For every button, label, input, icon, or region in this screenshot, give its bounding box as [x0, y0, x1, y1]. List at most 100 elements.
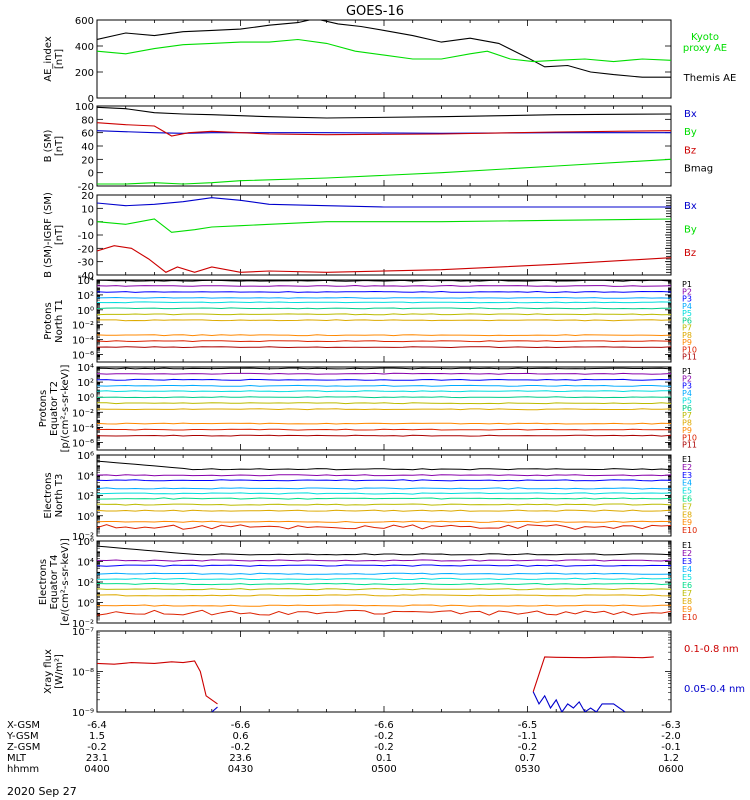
y-axis-label-line: AE_index [43, 36, 54, 82]
panel-frame [96, 105, 672, 187]
legend-entry: E1 [682, 455, 692, 464]
y-tick-label: 10⁰ [77, 393, 94, 404]
legend-entry: Kyoto proxy AE [683, 32, 727, 54]
series-line-p7 [97, 313, 671, 316]
legend-entry: P7 [682, 411, 692, 420]
ephemeris-value: -0.2 [87, 742, 107, 753]
series-line-e1 [97, 460, 671, 471]
y-tick-label: 10⁻² [72, 619, 94, 630]
legend-line: proxy AE [683, 43, 727, 54]
y-tick-label: 10² [77, 291, 94, 302]
series-line-0-05-0-4-nm [532, 691, 626, 712]
y-axis-label: B (SM)[nT] [43, 129, 65, 162]
legend-entry: P10 [682, 345, 697, 354]
ephemeris-value: 23.1 [86, 753, 108, 764]
series-line-p10 [97, 340, 671, 343]
ephemeris-row-label: MLT [7, 753, 27, 764]
ephemeris-row-label: Z-GSM [7, 742, 40, 753]
series-group [97, 656, 654, 712]
y-tick-label: 0 [88, 218, 94, 229]
legend-entry: P2 [682, 287, 692, 296]
legend-entry: P1 [682, 367, 692, 376]
series-line-e9 [97, 604, 671, 607]
y-axis-label-line: Equator T2 [49, 381, 60, 436]
legend-entry: E7 [682, 502, 692, 511]
ephemeris-value: -0.2 [374, 731, 394, 742]
y-tick-label: 10² [77, 578, 94, 589]
legend-entry: P4 [682, 302, 692, 311]
series-line-0-1-0-8-nm [532, 656, 654, 692]
series-line-by [97, 218, 671, 233]
series-line-p2 [97, 372, 671, 375]
legend-entry: P8 [682, 331, 692, 340]
series-line-e3 [97, 479, 671, 482]
y-axis-label-line: [p/(cm²-s-sr-keV)] [60, 365, 71, 453]
panel-2: -40 -30 -20 -10 0 10 20 B (SM)-IGRF (SM)[nT] Bx B… [43, 191, 697, 282]
y-tick-label: 10⁶ [77, 451, 94, 462]
y-tick-label: 10⁻² [72, 532, 94, 543]
legend-entry: E8 [682, 597, 692, 606]
ephemeris-value: 0400 [84, 764, 109, 775]
series-line-e5 [97, 577, 671, 581]
panel-frame [96, 630, 672, 713]
legend-entry: By [684, 127, 697, 138]
y-axis-label-line: North T3 [54, 474, 65, 518]
series-line-e7 [97, 588, 671, 591]
panel-1: -20 0 20 40 60 80 100 B (SM)[nT] Bx By Bz Bmag [43, 102, 713, 193]
ephemeris-value: -0.2 [231, 742, 251, 753]
series-group [97, 460, 671, 530]
series-group [97, 280, 671, 349]
y-tick-label: 10⁻⁴ [72, 423, 94, 434]
legend-entry: E3 [682, 471, 692, 480]
legend-entry: P5 [682, 396, 692, 405]
ephemeris-value: -6.4 [87, 720, 107, 731]
legend-entry: 0.05-0.4 nm [684, 684, 745, 695]
series-line-p1 [97, 367, 671, 370]
series-line-kyoto-proxy-ae [97, 38, 671, 63]
series-line-p6 [97, 307, 671, 310]
y-tick-label: 100 [75, 102, 94, 113]
legend-entry: P2 [682, 374, 692, 383]
panel-3: 10⁴ 10² 10⁰ 10⁻² 10⁻⁴ 10⁻⁶ ProtonsNorth T1 P1P2… [43, 276, 697, 363]
y-axis-label-line: B (SM)-IGRF (SM) [43, 192, 54, 278]
series-line-e4 [97, 487, 671, 490]
series-line-p2 [97, 284, 671, 287]
ephemeris-value: 0.7 [520, 753, 536, 764]
y-axis-label-line: [W/m²] [54, 654, 65, 689]
y-tick-label: 10⁴ [77, 363, 94, 374]
series-line-p7 [97, 402, 671, 405]
series-line-e6 [97, 582, 671, 586]
y-tick-label: 80 [81, 115, 94, 126]
series-line-e6 [97, 497, 671, 500]
y-tick-label: -10 [78, 231, 94, 242]
legend-entry: P6 [682, 404, 692, 413]
legend-entry: Bz [684, 145, 696, 156]
series-line-e10 [97, 524, 671, 530]
y-tick-label: 10 [81, 204, 94, 215]
series-line-e1 [97, 545, 671, 556]
y-axis-label-line: Electrons [43, 472, 54, 518]
ephemeris-value: -2.0 [661, 731, 681, 742]
y-tick-label: -40 [78, 271, 94, 282]
legend-entry: P4 [682, 389, 692, 398]
y-axis-label-line: [nT] [54, 225, 65, 245]
series-line-p3 [97, 378, 671, 381]
y-axis-label: Xray flux[W/m²] [43, 649, 65, 694]
y-tick-label: 10² [77, 378, 94, 389]
y-tick-label: 200 [75, 68, 94, 79]
y-axis-label: ProtonsNorth T1 [43, 299, 65, 343]
chart-title: GOES-16 [346, 4, 404, 19]
y-axis-label: ProtonsEquator T2[p/(cm²-s-sr-keV)] [38, 365, 71, 453]
y-tick-label: 10² [77, 492, 94, 503]
ephemeris-row-label: hhmm [7, 764, 39, 775]
y-axis-label-line: Equator T4 [49, 555, 60, 610]
legend-entry: Bx [684, 201, 697, 212]
legend-entry: P8 [682, 419, 692, 428]
series-line-by [97, 158, 671, 185]
y-tick-label: 10⁶ [77, 537, 94, 548]
series-line-bz [97, 122, 671, 137]
y-axis-label: ElectronsEquator T4[e/(cm²-s-sr-keV)] [38, 538, 71, 626]
